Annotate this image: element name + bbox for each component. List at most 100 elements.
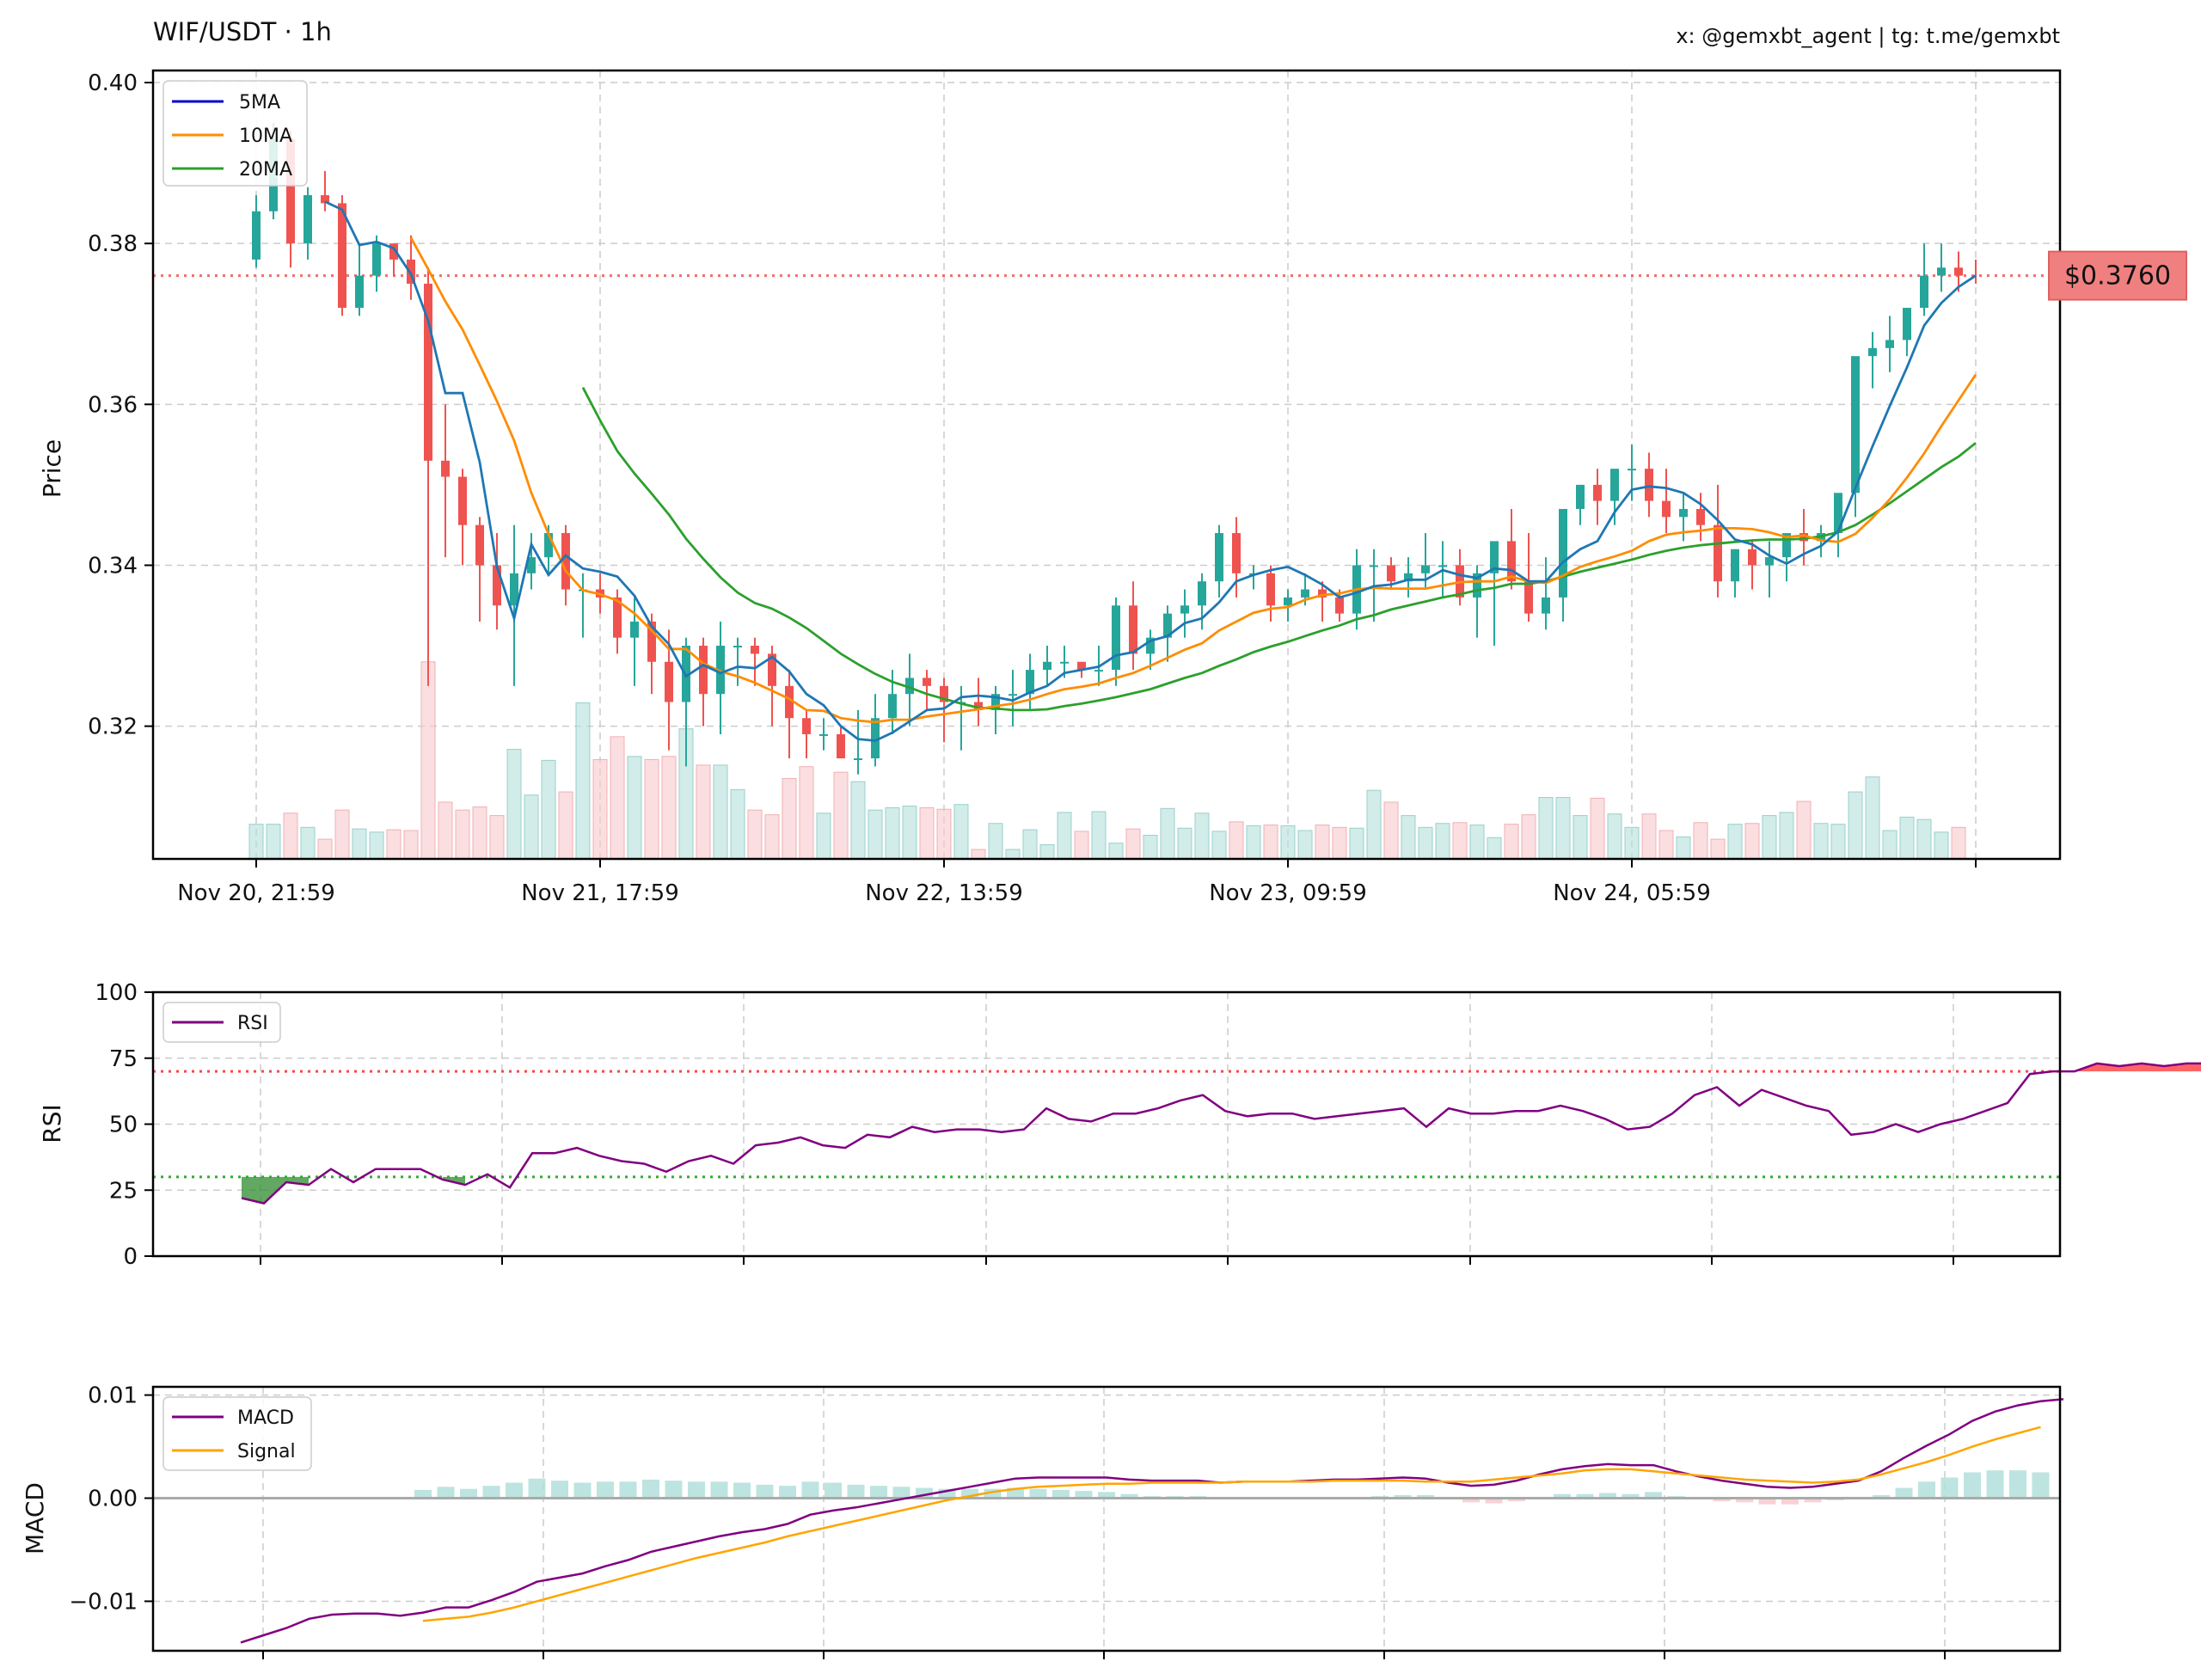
candle-body xyxy=(1542,597,1550,614)
candle-body xyxy=(372,243,381,276)
macd-y-ticks: −0.01 0.00 0.01 xyxy=(69,1383,153,1615)
macd-hist-bar xyxy=(2009,1470,2026,1499)
volume-bar xyxy=(472,806,487,860)
candle-body xyxy=(338,203,346,309)
volume-bar xyxy=(936,808,952,860)
price-y-tick-label: 0.40 xyxy=(88,71,138,96)
candle-body xyxy=(1421,565,1430,573)
volume-bar xyxy=(1487,837,1502,860)
candle-body xyxy=(1404,573,1413,582)
candle-body xyxy=(1163,613,1172,638)
volume-bar xyxy=(1813,823,1829,860)
macd-hist-bar xyxy=(938,1488,956,1499)
volume-bar xyxy=(1057,812,1072,860)
macd-hist-bar xyxy=(1964,1472,1981,1499)
price-x-tick-label: Nov 24, 05:59 xyxy=(1553,880,1711,906)
candle-body xyxy=(1043,661,1051,671)
volume-bar xyxy=(1229,821,1244,860)
volume-bar xyxy=(868,809,883,860)
macd-hist-bar xyxy=(1736,1498,1753,1503)
macd-hist-bar xyxy=(1576,1493,1594,1499)
macd-histogram xyxy=(414,1470,2050,1505)
rsi-y-ticks: 0 25 50 75 100 xyxy=(95,980,153,1270)
candle-body xyxy=(1937,267,1946,276)
candle-body xyxy=(1438,565,1447,567)
price-legend: 5MA 10MA 20MA xyxy=(162,80,308,187)
candle-body xyxy=(1490,541,1499,573)
volume-bar xyxy=(1865,776,1880,860)
macd-hist-bar xyxy=(710,1481,728,1499)
macd-y-tick-label: 0.00 xyxy=(88,1487,138,1512)
candle-body xyxy=(1885,340,1894,348)
price-tag-box xyxy=(2048,250,2187,301)
legend-rsi-label: RSI xyxy=(237,1013,268,1034)
candle-body xyxy=(1559,508,1567,598)
volume-bar xyxy=(1882,830,1898,860)
candle-body xyxy=(424,283,432,461)
volume-bar xyxy=(610,736,625,860)
macd-y-tick-label: 0.01 xyxy=(88,1383,138,1409)
price-panel: 0.32 0.34 0.36 0.38 0.40 Nov 20, 21:59 Nov 21… xyxy=(38,69,2187,906)
rsi-legend: RSI xyxy=(162,1002,281,1043)
signal-line xyxy=(422,1426,2041,1622)
volume-bar xyxy=(902,806,917,860)
macd-hist-bar xyxy=(1645,1492,1662,1499)
macd-hist-bar xyxy=(984,1488,1002,1499)
volume-bar xyxy=(1280,825,1296,860)
candle-body xyxy=(1782,533,1791,558)
macd-hist-bar xyxy=(1781,1498,1799,1505)
price-y-tick-label: 0.38 xyxy=(88,231,138,257)
rsi-panel: 0 25 50 75 100 RSI RSI xyxy=(38,980,2201,1270)
macd-hist-bar xyxy=(1029,1488,1047,1499)
volume-bar xyxy=(1211,831,1227,860)
candle-body xyxy=(1954,267,1963,276)
macd-hist-bar xyxy=(551,1481,568,1499)
volume-bar xyxy=(1848,791,1863,860)
candle-body xyxy=(716,646,725,695)
macd-hist-bar xyxy=(642,1479,659,1499)
volume-bar xyxy=(971,849,986,860)
volume-bar xyxy=(1762,815,1777,860)
macd-hist-bar xyxy=(825,1482,842,1499)
candle-body xyxy=(854,758,862,761)
rsi-line xyxy=(241,1062,2201,1205)
candle-body xyxy=(768,653,776,686)
candle-body xyxy=(389,243,398,260)
volume-bar xyxy=(266,824,281,860)
candle-body xyxy=(733,646,742,648)
rsi-y-tick-label: 75 xyxy=(109,1046,138,1072)
macd-line xyxy=(240,1398,2064,1644)
volume-bar xyxy=(713,764,728,860)
candle-body xyxy=(1868,347,1877,357)
volume-bar xyxy=(1143,834,1158,860)
volume-bar xyxy=(1590,797,1605,860)
candle-body xyxy=(1318,589,1327,598)
volume-bar xyxy=(1555,796,1571,860)
macd-hist-bar xyxy=(733,1482,751,1499)
macd-hist-bar xyxy=(506,1482,523,1499)
volume-bar xyxy=(627,756,642,860)
candle-body xyxy=(1576,484,1585,509)
legend-20ma-label: 20MA xyxy=(239,159,292,181)
candle-body xyxy=(1473,573,1481,598)
candle-body xyxy=(1714,524,1722,582)
macd-hist-bar xyxy=(1873,1494,1890,1499)
macd-panel: −0.01 0.00 0.01 MACD MACD Signal xyxy=(21,1383,2064,1659)
rsi-oversold-fill xyxy=(242,1176,309,1204)
credit-text: x: @gemxbt_agent | tg: t.me/gemxbt xyxy=(1676,24,2060,48)
macd-hist-bar xyxy=(414,1489,432,1499)
macd-hist-bar xyxy=(482,1486,500,1499)
candle-body xyxy=(802,718,811,734)
volume-bar xyxy=(1366,789,1382,860)
candle-body xyxy=(1696,508,1705,525)
macd-hist-bar xyxy=(437,1487,455,1499)
volume-bar xyxy=(1452,822,1468,860)
volume-bar xyxy=(352,828,367,860)
volume-bar xyxy=(1934,831,1949,860)
macd-hist-bar xyxy=(1918,1481,1935,1499)
price-x-tick-label: Nov 23, 09:59 xyxy=(1209,880,1367,906)
candle-body xyxy=(286,138,295,244)
macd-hist-bar xyxy=(688,1481,705,1499)
volume-bar xyxy=(730,788,745,860)
price-y-tick-label: 0.32 xyxy=(88,714,138,740)
